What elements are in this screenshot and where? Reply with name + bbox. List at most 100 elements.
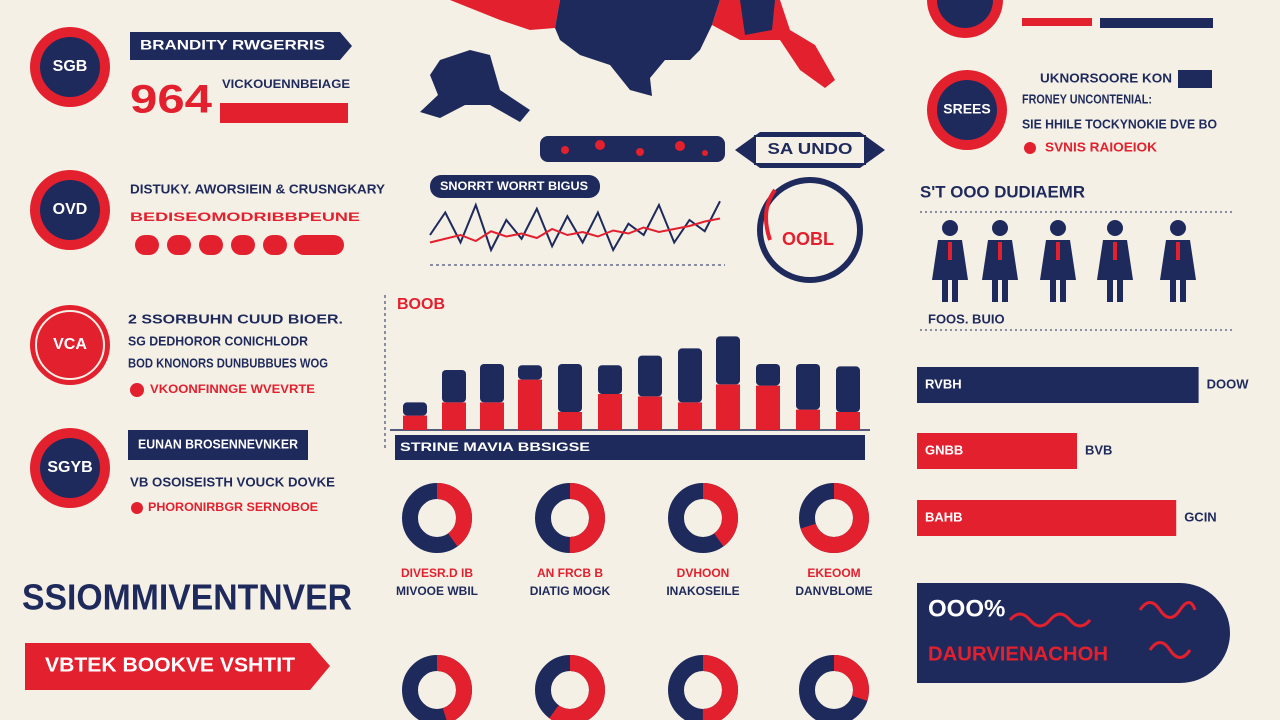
donut-label: INAKOSEILE (666, 584, 739, 598)
badge (937, 0, 993, 28)
line-series (429, 200, 721, 253)
person-body (932, 240, 968, 302)
bar-segment (598, 365, 622, 394)
bar-segment (480, 402, 504, 430)
person-accent (1113, 242, 1117, 260)
donut-share (668, 483, 738, 553)
pills (135, 235, 344, 255)
person-body (1097, 240, 1133, 302)
bar-segment (716, 336, 740, 385)
bar-segment (756, 364, 780, 386)
bar-label: BAHB (925, 509, 963, 524)
person-head (992, 220, 1008, 236)
bar-segment (518, 379, 542, 430)
badge-ring (757, 177, 863, 283)
bar-segment (403, 415, 427, 430)
donut-share (535, 655, 605, 720)
bullet (131, 502, 143, 514)
heading: UKNORSOORE KON (1040, 70, 1172, 85)
bar-segment (518, 365, 542, 380)
band-spots (561, 140, 708, 156)
bar-segment (558, 364, 582, 412)
bar-segment (796, 409, 820, 430)
badge-label: OVD (53, 201, 88, 218)
person-head (942, 220, 958, 236)
accent-bar (1022, 18, 1092, 26)
bar-value-text: GCIN (1184, 509, 1217, 524)
badge-label: SGB (53, 58, 88, 75)
donut-label: DIATIG MOGK (530, 584, 611, 598)
donut-label: DVHOON (677, 566, 730, 580)
headline: SSIOMMIVENTNVER (22, 577, 352, 618)
donut-share (535, 483, 605, 553)
left-badges (30, 27, 110, 508)
person-body (1040, 240, 1076, 302)
person-accent (1176, 242, 1180, 260)
bar-segment (403, 402, 427, 416)
note: PHORONIRBGR SERNOBOE (148, 500, 318, 514)
panel-waves (1008, 601, 1197, 659)
bullet (130, 383, 144, 397)
person-accent (998, 242, 1002, 260)
banner (25, 643, 330, 690)
chart-title: SNORRT WORRT BIGUS (440, 179, 588, 193)
donut-label: DANVBLOME (795, 584, 872, 598)
caption: VICKOUENNBEIAGE (222, 77, 350, 91)
text-line: VB OSOISEISTH VOUCK DOVKE (130, 474, 335, 489)
badge-ribbon-text: SA UNDO (768, 141, 853, 158)
text-line: BOD KNONORS DUNBUBBUES WOG (128, 355, 328, 370)
line-series (429, 217, 721, 244)
accent-bar (220, 103, 348, 123)
donut-label: DIVESR.D IB (401, 566, 473, 580)
bar-segment (836, 412, 860, 430)
text-line: FRONEY UNCONTENIAL: (1022, 91, 1152, 106)
bar-segment (638, 396, 662, 430)
donut-label: EKEOOM (807, 566, 860, 580)
person-head (1050, 220, 1066, 236)
ribbon-text: EUNAN BROSENNEVNKER (138, 436, 299, 451)
ribbon-text: BRANDITY RWGERRIS (140, 37, 325, 53)
section-title: S'T OOO DUDIAEMR (920, 182, 1085, 201)
person-head (1107, 220, 1123, 236)
panel-subtitle: DAURVIENACHOH (928, 643, 1108, 665)
h-bar (917, 367, 1199, 403)
donut-share (668, 655, 738, 720)
person-accent (948, 242, 952, 260)
text-line: 2 SSORBUHN CUUD BIOER. (128, 311, 343, 326)
bar-segment (796, 364, 820, 410)
bar-segment (638, 355, 662, 397)
person-head (1170, 220, 1186, 236)
text-line: SG DEDHOROR CONICHLODR (128, 333, 309, 348)
donut-label: MIVOOE WBIL (396, 584, 478, 598)
note: SVNIS RAIOEIOK (1045, 139, 1158, 154)
badge (937, 80, 997, 140)
bar-segment (442, 402, 466, 430)
donut-share (402, 655, 472, 720)
footer-strip (395, 435, 865, 460)
bar-segment (836, 366, 860, 412)
ribbon (130, 32, 352, 60)
bar-segment (480, 364, 504, 403)
text-line: SIE HHILE TOCKYNOKIE DVE BO (1022, 116, 1217, 131)
bar-segment (678, 348, 702, 403)
line-chart-title-pill (430, 175, 600, 198)
person-body (982, 240, 1018, 302)
bar-segment (442, 370, 466, 403)
bar-segment (716, 384, 740, 430)
bullet (1024, 142, 1036, 154)
bar-segment (756, 385, 780, 430)
badge-label: SREES (943, 101, 990, 117)
person-accent (1056, 242, 1060, 260)
panel (917, 583, 1230, 683)
donut-share (402, 483, 472, 553)
h-bar (917, 500, 1177, 536)
accent-bar (1178, 70, 1212, 88)
chart-title: BOOB (397, 296, 445, 313)
note: VKOONFINNGE WVEVRTE (150, 382, 315, 396)
map (420, 0, 835, 122)
badge-label: VCA (53, 336, 87, 353)
h-bar (917, 433, 1077, 469)
panel-title: OOO% (928, 595, 1005, 622)
